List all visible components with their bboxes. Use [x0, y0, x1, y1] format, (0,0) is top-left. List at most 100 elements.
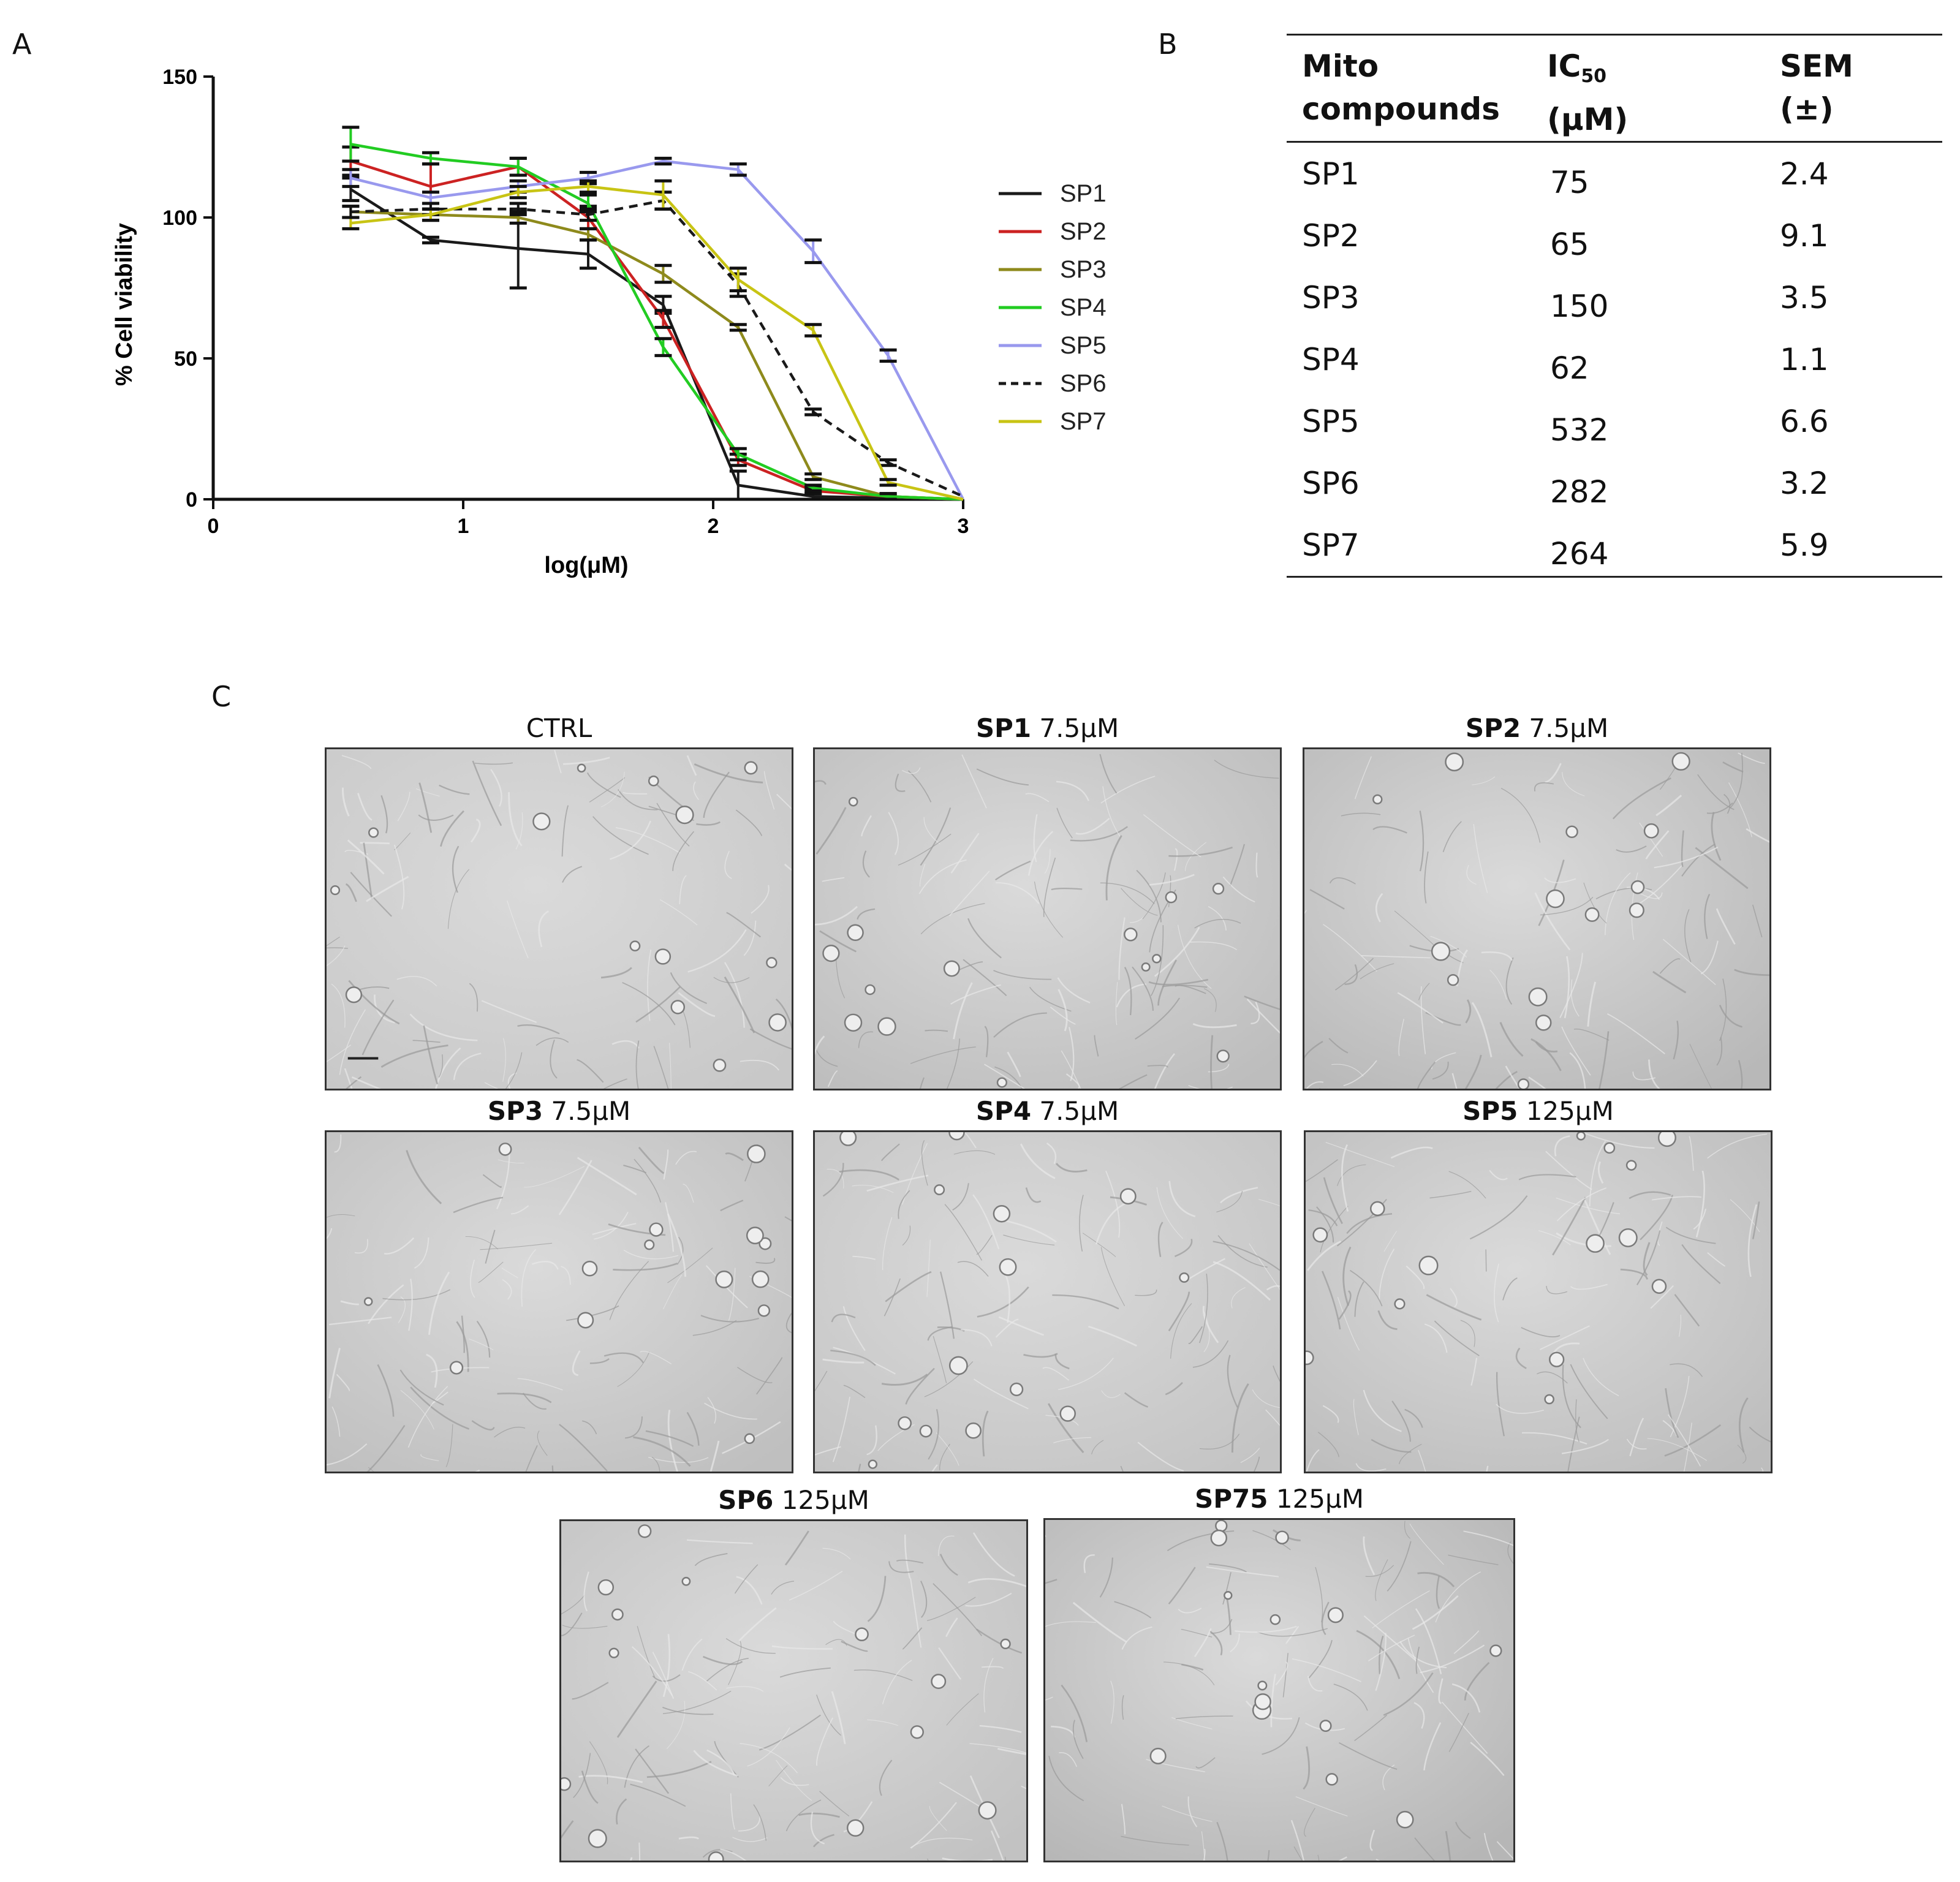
series-line [350, 199, 964, 498]
header-line2: compounds [1302, 91, 1500, 127]
micrograph-label: SP4 7.5μM [813, 1096, 1282, 1126]
x-tick-label: 2 [708, 515, 719, 538]
table-cell: SP6 [1302, 466, 1360, 501]
series-sp1 [342, 176, 964, 501]
chart-legend: SP1 SP2 SP3 SP4 SP5 SP6 SP7 [999, 180, 1107, 435]
table-cell: 1.1 [1780, 342, 1829, 377]
treatment-dose: 125μM [773, 1485, 869, 1515]
header-line2: (±) [1780, 91, 1834, 127]
legend-label: SP2 [1060, 218, 1107, 245]
treatment-dose: 7.5μM [1031, 713, 1119, 743]
cell-micrograph-image [1303, 747, 1771, 1090]
legend-label: SP3 [1060, 256, 1107, 283]
series-line [350, 188, 964, 501]
treatment-dose: 7.5μM [1521, 713, 1609, 743]
treatment-dose: 7.5μM [1031, 1096, 1119, 1126]
table-cell: 5.9 [1780, 527, 1829, 563]
table-cell: SP1 [1302, 156, 1360, 192]
header-line1: SEM [1780, 48, 1853, 84]
table-bottom-rule [1287, 576, 1942, 578]
legend-label: SP6 [1060, 370, 1107, 397]
y-tick-label: 0 [186, 488, 197, 512]
panel-letter-a: A [12, 28, 32, 61]
cell-micrograph-image [813, 747, 1282, 1090]
compound-name: SP5 [1462, 1096, 1518, 1126]
table-cell: SP5 [1302, 404, 1360, 439]
treatment-dose: CTRL [526, 713, 592, 743]
table-cell: 75 [1550, 165, 1589, 200]
micrograph-6: SP5 125μM [1304, 1096, 1773, 1473]
table-cell: 62 [1550, 350, 1589, 386]
table-header-compounds: Mito compounds [1302, 45, 1500, 130]
y-axis-label: % Cell viability [112, 223, 137, 386]
panel-letter-c: C [211, 680, 232, 713]
cell-micrograph-image [1043, 1518, 1515, 1862]
table-cell: 264 [1550, 536, 1609, 572]
compound-name: SP3 [487, 1096, 543, 1126]
table-top-rule [1287, 34, 1942, 36]
x-tick-label: 1 [458, 515, 469, 538]
cell-micrograph-image [325, 1130, 793, 1473]
table-cell: 6.6 [1780, 404, 1829, 439]
x-tick-label: 3 [958, 515, 969, 538]
micrograph-1: CTRL [325, 713, 793, 1090]
table-cell: 3.5 [1780, 280, 1829, 316]
table-cell: SP3 [1302, 280, 1360, 316]
micrograph-label: SP5 125μM [1304, 1096, 1773, 1126]
panel-letter-b: B [1158, 28, 1178, 61]
header-line1: IC [1547, 48, 1581, 84]
table-header-sem: SEM (±) [1780, 45, 1853, 130]
legend-label: SP1 [1060, 180, 1107, 207]
x-tick-label: 0 [208, 515, 219, 538]
table-cell: SP7 [1302, 527, 1360, 563]
table-cell: 9.1 [1780, 218, 1829, 254]
y-tick-label: 150 [162, 66, 197, 89]
micrograph-label: SP1 7.5μM [813, 713, 1282, 743]
table-cell: 150 [1550, 289, 1609, 324]
legend-label: SP5 [1060, 332, 1107, 359]
compound-name: SP1 [975, 713, 1032, 743]
cell-micrograph-image [1304, 1130, 1773, 1473]
series-sp7 [342, 179, 964, 501]
micrograph-8: SP75 125μM [1043, 1484, 1515, 1862]
series-sp3 [342, 205, 964, 501]
series-line [350, 185, 964, 501]
y-tick-label: 50 [174, 347, 197, 371]
cell-micrograph-image [813, 1130, 1282, 1473]
table-cell: 65 [1550, 227, 1589, 262]
legend-label: SP4 [1060, 294, 1107, 321]
table-cell: SP2 [1302, 218, 1360, 254]
treatment-dose: 125μM [1518, 1096, 1614, 1126]
table-cell: 3.2 [1780, 466, 1829, 501]
micrograph-label: SP75 125μM [1043, 1484, 1515, 1514]
x-axis-label: log(μM) [544, 553, 628, 578]
y-tick-label: 100 [162, 206, 197, 230]
table-cell: 2.4 [1780, 156, 1829, 192]
table-cell: 282 [1550, 474, 1609, 510]
legend-label: SP7 [1060, 408, 1107, 435]
chart-series [342, 126, 964, 501]
treatment-dose: 125μM [1268, 1484, 1364, 1514]
compound-name: SP75 [1195, 1484, 1268, 1514]
viability-chart: 0 1 2 3 0 50 100 150 SP1 SP2 SP3 SP4 SP5 SP6 SP7 log(… [112, 66, 1107, 578]
cell-micrograph-image [325, 747, 793, 1090]
table-header-rule [1287, 141, 1942, 143]
header-line1: Mito [1302, 48, 1379, 84]
micrograph-4: SP3 7.5μM [325, 1096, 793, 1473]
compound-name: SP6 [718, 1485, 774, 1515]
micrograph-7: SP6 125μM [559, 1485, 1028, 1862]
table-header-ic50: IC50 (μM) [1547, 45, 1628, 141]
micrograph-label: CTRL [325, 713, 793, 743]
micrograph-5: SP4 7.5μM [813, 1096, 1282, 1473]
compound-name: SP4 [975, 1096, 1032, 1126]
micrograph-label: SP6 125μM [559, 1485, 1028, 1515]
micrograph-2: SP1 7.5μM [813, 713, 1282, 1090]
micrograph-label: SP2 7.5μM [1303, 713, 1771, 743]
series-sp4 [342, 126, 964, 501]
treatment-dose: 7.5μM [543, 1096, 631, 1126]
micrograph-3: SP2 7.5μM [1303, 713, 1771, 1090]
header-subscript: 50 [1581, 66, 1607, 87]
chart-axes: 0 1 2 3 0 50 100 150 [162, 66, 969, 538]
compound-name: SP2 [1465, 713, 1521, 743]
header-line2: (μM) [1547, 102, 1629, 137]
